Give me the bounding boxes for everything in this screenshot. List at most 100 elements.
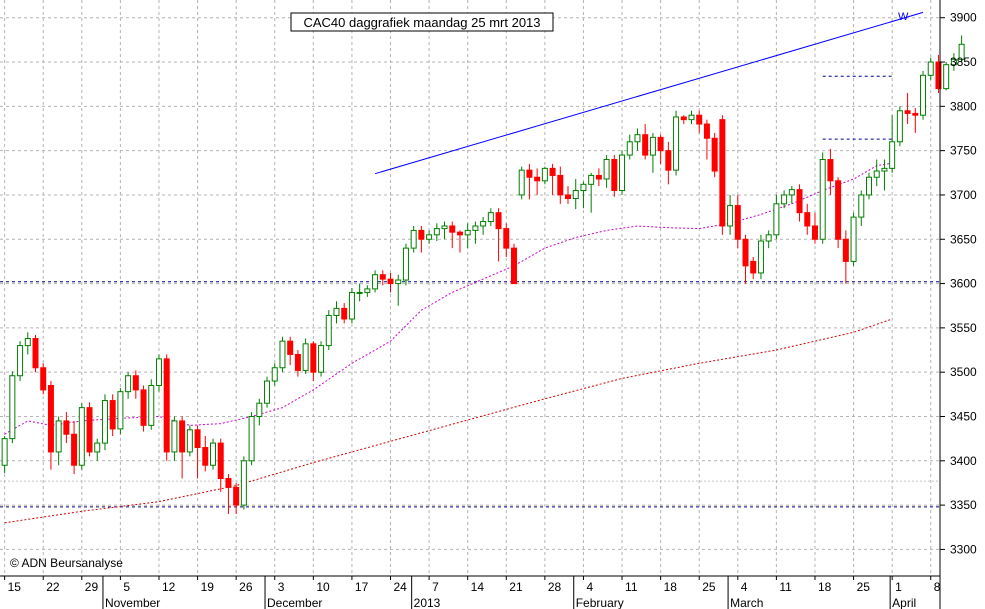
candle [125, 372, 132, 399]
candle-body [318, 345, 325, 373]
candle-body [364, 288, 371, 293]
y-tick-label: 3450 [950, 409, 977, 423]
title-box [290, 12, 554, 32]
candle [372, 270, 379, 293]
candle [819, 152, 826, 244]
candle [171, 416, 178, 461]
candle [356, 283, 363, 302]
candle-body [379, 274, 386, 280]
title-text: CAC40 daggrafiek maandag 25 mrt 2013 [303, 15, 540, 30]
candle [464, 223, 471, 249]
candle-body [696, 114, 703, 125]
candle-body [210, 442, 217, 466]
candle [94, 438, 101, 461]
y-tick-label: 3300 [950, 542, 977, 556]
candle-body [94, 442, 101, 453]
candle [148, 379, 155, 430]
candle [842, 230, 849, 284]
candle-body [55, 420, 62, 453]
candle-body [480, 221, 487, 227]
ma-long-line [4, 318, 893, 524]
y-tick-label: 3400 [950, 454, 977, 468]
candle [418, 225, 425, 253]
candle-body [580, 183, 587, 192]
candle-body [9, 375, 16, 440]
candle [889, 115, 896, 173]
candle [765, 230, 772, 249]
candle [557, 166, 564, 204]
candle [510, 243, 517, 285]
candle [719, 115, 726, 235]
candle-body [734, 205, 741, 240]
candle-body [402, 247, 409, 281]
x-tick-label: 18 [664, 580, 678, 594]
candle [634, 128, 641, 151]
candle [773, 194, 780, 240]
candle-body [673, 116, 680, 171]
candle-body [449, 225, 456, 233]
candle-body [889, 141, 896, 169]
candle-body [649, 136, 656, 156]
y-tick-label: 3850 [950, 55, 977, 69]
candle [727, 194, 734, 235]
y-tick-label: 3500 [950, 365, 977, 379]
candle-body [873, 170, 880, 178]
candle [71, 420, 78, 475]
candle-body [426, 234, 433, 240]
candle-body [40, 367, 47, 391]
x-tick-label: 11 [625, 580, 638, 594]
upper-trendline [374, 11, 924, 175]
chart-title: CAC40 daggrafiek maandag 25 mrt 2013 [290, 12, 554, 32]
candle [325, 310, 332, 351]
candle [518, 166, 525, 200]
y-tick-label: 3600 [950, 277, 977, 291]
candle [17, 341, 24, 382]
candle-body [727, 205, 734, 227]
candle-body [194, 429, 201, 449]
x-tick-label: 25 [702, 580, 716, 594]
y-tick-label: 3350 [950, 498, 977, 512]
x-tick-label: 25 [857, 580, 871, 594]
candle-body [495, 212, 502, 230]
candle-body [310, 343, 317, 373]
candle-body [202, 447, 209, 466]
candle [225, 474, 232, 514]
candle [163, 354, 170, 461]
candle-body [588, 174, 595, 185]
x-tick-label: 10 [316, 580, 330, 594]
candle [433, 223, 440, 242]
candle-body [611, 159, 618, 192]
candle-body [302, 343, 309, 371]
candle-body [835, 180, 842, 240]
candle-body [418, 229, 425, 240]
candle-body [63, 420, 70, 435]
candle [680, 115, 687, 125]
candle [534, 168, 541, 195]
candle-body [109, 400, 116, 430]
candle [78, 403, 85, 470]
candle [271, 363, 278, 386]
candle-body [850, 216, 857, 262]
candle [603, 155, 610, 188]
x-tick-label: 11 [779, 580, 792, 594]
candle-body [719, 119, 726, 227]
candle-body [225, 478, 232, 488]
candle [32, 334, 39, 373]
candle [449, 221, 456, 249]
candle [472, 221, 479, 244]
candle-body [279, 340, 286, 369]
candle-body [804, 212, 811, 227]
candle-body [950, 58, 957, 66]
candle-body [117, 391, 124, 430]
candle [310, 341, 317, 382]
candle-body [842, 238, 849, 262]
candle-body [348, 291, 355, 320]
candles [1, 35, 965, 514]
candle [881, 159, 888, 191]
x-tick-label: 12 [162, 580, 176, 594]
candle [757, 234, 764, 280]
candle-body [256, 402, 263, 417]
x-tick-label: 1 [895, 580, 902, 594]
candle-body [935, 61, 942, 90]
candle-body [781, 194, 788, 205]
